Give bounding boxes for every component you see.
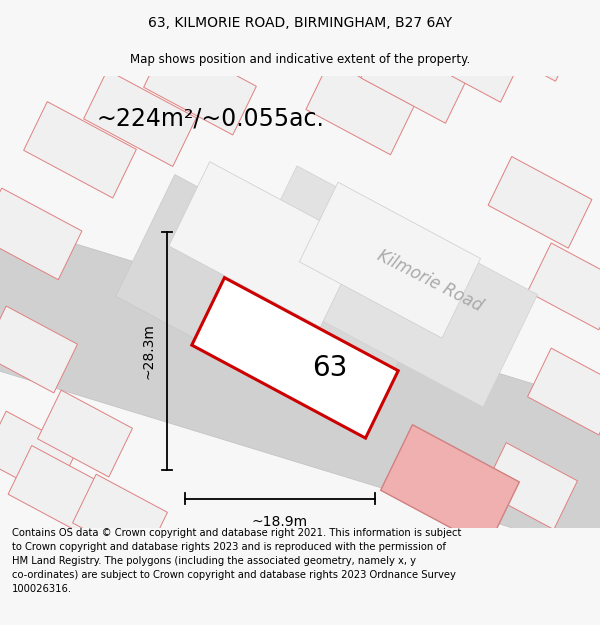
- Polygon shape: [192, 278, 398, 438]
- Text: ~18.9m: ~18.9m: [252, 515, 308, 529]
- Text: 63: 63: [313, 354, 347, 382]
- Polygon shape: [527, 243, 600, 330]
- Polygon shape: [471, 0, 579, 81]
- Polygon shape: [169, 162, 361, 327]
- Text: ~28.3m: ~28.3m: [142, 323, 156, 379]
- Text: Kilmorie Road: Kilmorie Road: [374, 247, 486, 316]
- Polygon shape: [488, 156, 592, 248]
- Polygon shape: [116, 174, 424, 430]
- Polygon shape: [143, 39, 256, 135]
- Polygon shape: [527, 348, 600, 435]
- Polygon shape: [83, 70, 196, 166]
- Text: Map shows position and indicative extent of the property.: Map shows position and indicative extent…: [130, 53, 470, 66]
- Polygon shape: [73, 474, 167, 561]
- Polygon shape: [306, 61, 414, 155]
- Polygon shape: [361, 29, 469, 123]
- Polygon shape: [416, 8, 524, 102]
- Text: 63, KILMORIE ROAD, BIRMINGHAM, B27 6AY: 63, KILMORIE ROAD, BIRMINGHAM, B27 6AY: [148, 16, 452, 30]
- Polygon shape: [8, 446, 112, 537]
- Polygon shape: [299, 182, 481, 338]
- Polygon shape: [0, 411, 77, 498]
- Polygon shape: [0, 306, 77, 393]
- Polygon shape: [482, 442, 577, 529]
- Polygon shape: [0, 215, 600, 561]
- Polygon shape: [242, 166, 538, 407]
- Text: Contains OS data © Crown copyright and database right 2021. This information is : Contains OS data © Crown copyright and d…: [12, 528, 461, 594]
- Polygon shape: [38, 390, 133, 477]
- Polygon shape: [380, 425, 520, 548]
- Polygon shape: [23, 102, 136, 198]
- Polygon shape: [0, 188, 82, 280]
- Text: ~224m²/~0.055ac.: ~224m²/~0.055ac.: [96, 106, 324, 130]
